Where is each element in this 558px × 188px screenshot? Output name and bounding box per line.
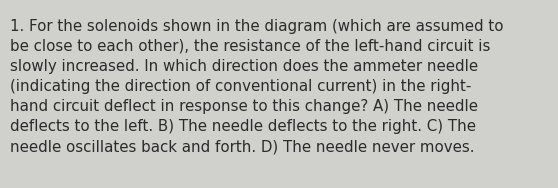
- Text: 1. For the solenoids shown in the diagram (which are assumed to
be close to each: 1. For the solenoids shown in the diagra…: [10, 19, 503, 154]
